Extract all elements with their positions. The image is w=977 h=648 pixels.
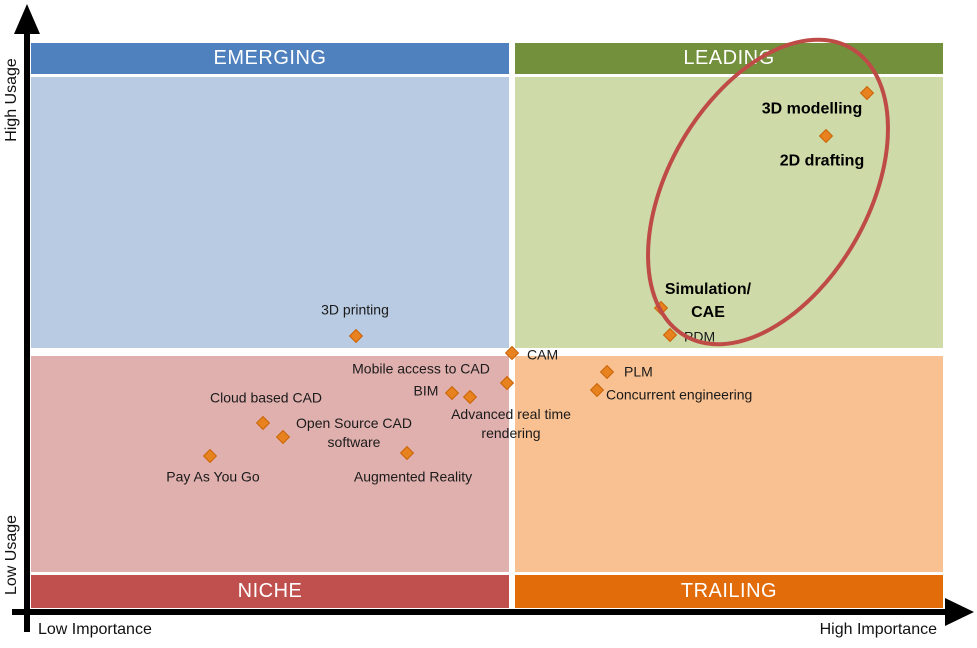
data-point-concurrent-engineering: [589, 382, 605, 398]
data-point-label-advanced-real-time-rendering: Advanced real time rendering: [451, 406, 571, 441]
data-point-label-3d-printing: 3D printing: [321, 301, 389, 318]
quadrant-area-niche: [31, 356, 509, 572]
data-point-pay-as-you-go: [202, 448, 218, 464]
data-point-open-source-cad-software: [275, 429, 291, 445]
quadrant-area-trailing: [515, 356, 943, 572]
y-axis-arrowhead-icon: [14, 4, 40, 34]
data-point-label-cam: CAM: [527, 346, 559, 363]
data-point-label-open-source-cad-software: Open Source CAD software: [296, 415, 412, 450]
quadrant-header-trailing: TRAILING: [515, 575, 943, 608]
data-point-label-3d-modelling: 3D modelling: [761, 100, 863, 118]
data-point-cam: [504, 345, 520, 361]
data-point-3d-printing: [348, 328, 364, 344]
data-point-label-augmented-reality: Augmented Reality: [353, 468, 473, 485]
data-point-label-bim: BIM: [413, 382, 439, 399]
data-point-label-plm: PLM: [624, 363, 653, 380]
data-point-pdm: [662, 327, 678, 343]
data-point-label-mobile-access-to-cad: Mobile access to CAD: [352, 360, 490, 377]
quadrant-title-trailing: TRAILING: [680, 580, 778, 602]
x-axis-high-label: High Importance: [819, 621, 937, 638]
data-point-plm: [599, 364, 615, 380]
data-point-label-concurrent-engineering: Concurrent engineering: [606, 386, 753, 403]
data-point-label-pay-as-you-go: Pay As You Go: [166, 468, 260, 485]
data-point-bim: [444, 385, 460, 401]
x-axis-low-label: Low Importance: [38, 621, 152, 638]
quadrant-title-emerging: EMERGING: [213, 47, 327, 69]
y-axis-line: [24, 28, 30, 632]
data-point-2d-drafting: [818, 128, 834, 144]
x-axis-arrowhead-icon: [945, 598, 974, 626]
data-point-label-2d-drafting: 2D drafting: [779, 152, 865, 170]
data-point-advanced-real-time-rendering: [462, 389, 478, 405]
data-point-label-pdm: PDM: [684, 328, 716, 345]
data-point-cloud-based-cad: [255, 415, 271, 431]
quadrant-title-niche: NICHE: [237, 580, 303, 602]
quadrant-area-emerging: [31, 77, 509, 348]
data-point-label-simulation-cae: Simulation/CAE: [664, 280, 752, 321]
data-point-mobile-access-to-cad: [499, 375, 515, 391]
x-axis-line: [12, 609, 945, 615]
quadrant-header-emerging: EMERGING: [31, 43, 509, 74]
data-point-label-cloud-based-cad: Cloud based CAD: [209, 389, 323, 406]
quadrant-header-niche: NICHE: [31, 575, 509, 608]
